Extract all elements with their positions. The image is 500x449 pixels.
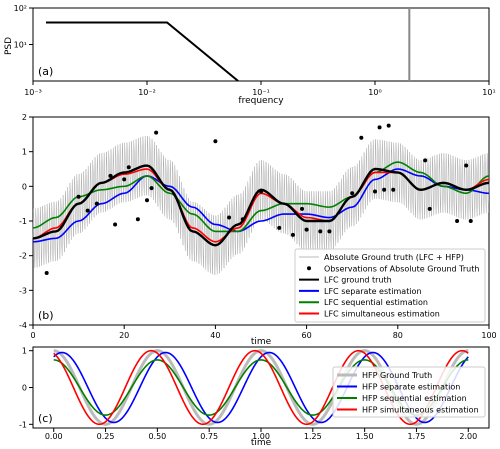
observation-point bbox=[350, 191, 355, 196]
observation-point bbox=[386, 123, 391, 128]
panel-b-ytick-label: 0 bbox=[22, 182, 27, 191]
panel-b-ytick-label: -3 bbox=[19, 286, 27, 295]
panel-b-xlabel: time bbox=[251, 337, 272, 347]
observation-point bbox=[359, 135, 364, 140]
panel-a-label: (a) bbox=[38, 65, 53, 78]
panel-a-xtick-label: 10⁰ bbox=[368, 88, 381, 97]
observation-point bbox=[377, 125, 382, 130]
observation-point bbox=[145, 198, 149, 203]
panel-a-series-line bbox=[45, 21, 239, 82]
observation-point bbox=[427, 206, 432, 211]
legend-label: Observations of Absolute Ground Truth bbox=[324, 264, 479, 273]
observation-point bbox=[382, 187, 387, 192]
observation-point bbox=[373, 189, 377, 194]
panel-c-xtick-label: 0.50 bbox=[148, 432, 166, 441]
legend-label: LFC simultaneous estimation bbox=[324, 310, 440, 319]
observation-point bbox=[94, 201, 99, 206]
observation-point bbox=[318, 229, 323, 234]
panel-c-xtick-label: 0.25 bbox=[97, 432, 115, 441]
panel-b-xtick-label: 40 bbox=[210, 331, 220, 340]
panel-b-xtick-label: 60 bbox=[302, 331, 312, 340]
legend-label: HFP sequential estimation bbox=[362, 394, 467, 403]
legend-label: HFP simultaneous estimation bbox=[362, 406, 479, 415]
panel-c-xtick-label: 1.00 bbox=[252, 432, 270, 441]
observation-point bbox=[455, 219, 460, 223]
panel-c-label: (c) bbox=[38, 412, 53, 425]
legend-label: Absolute Ground truth (LFC + HFP) bbox=[324, 253, 464, 262]
lfc-estimate-line bbox=[32, 168, 490, 243]
observation-point bbox=[44, 271, 49, 275]
panel-c-ytick-label: -1 bbox=[19, 420, 27, 429]
legend-label: HFP Ground Truth bbox=[362, 371, 432, 380]
observation-point bbox=[113, 222, 118, 227]
observation-point bbox=[76, 194, 81, 199]
panel-c-xtick-label: 1.50 bbox=[356, 432, 374, 441]
observation-point bbox=[290, 232, 295, 237]
panel-a-ytick-label: 10² bbox=[14, 4, 27, 13]
panel-b-xtick-label: 80 bbox=[393, 331, 403, 340]
observation-point bbox=[126, 165, 131, 170]
panel-a-xtick-label: 10⁻¹ bbox=[252, 88, 270, 97]
panel-c-xtick-label: 0.75 bbox=[200, 432, 218, 441]
panel-a-xlabel: frequency bbox=[238, 96, 284, 106]
panel-a-xtick-label: 10⁻³ bbox=[24, 88, 42, 97]
panel-c-xtick-label: 1.75 bbox=[408, 432, 426, 441]
panel-c: 0.00 0.25 0.50 0.75 1.00 1.25 1.50 1.75 2.00 -1 0 1… bbox=[19, 346, 490, 448]
panel-b-label: (b) bbox=[38, 309, 54, 322]
observation-point bbox=[277, 225, 282, 230]
panel-b-ytick-label: 1 bbox=[22, 148, 27, 157]
legend-box bbox=[332, 366, 486, 418]
observation-point bbox=[423, 158, 428, 163]
panel-c-xtick-label: 0.00 bbox=[45, 432, 63, 441]
panel-a: 10⁻³ 10⁻² 10⁻¹ 10⁰ 10¹ 10¹ 10² (a) PSD frequen… bbox=[4, 4, 496, 106]
panel-a-xtick-label: 10¹ bbox=[482, 88, 495, 97]
observation-point bbox=[135, 217, 140, 222]
observation-point bbox=[122, 177, 127, 182]
legend-label: LFC sequential estimation bbox=[324, 298, 428, 307]
panel-a-ytick-label: 10¹ bbox=[14, 41, 27, 50]
observation-point bbox=[327, 229, 332, 234]
panel-b-legend: Absolute Ground truth (LFC + HFP) Observa… bbox=[294, 248, 486, 323]
legend-marker bbox=[307, 266, 311, 271]
panel-a-xtick-label: 10⁻² bbox=[138, 88, 156, 97]
observation-point bbox=[304, 227, 309, 232]
observation-point bbox=[464, 163, 469, 168]
panel-b-ytick-label: -4 bbox=[19, 321, 27, 330]
observation-point bbox=[227, 215, 232, 220]
observation-point bbox=[468, 219, 473, 223]
panel-c-ytick-label: 1 bbox=[22, 347, 27, 356]
legend-box bbox=[294, 248, 486, 323]
panel-c-xtick-label: 1.25 bbox=[304, 432, 322, 441]
panel-c-ytick-label: 0 bbox=[22, 384, 27, 393]
panel-b-ytick-label: -1 bbox=[19, 217, 27, 226]
legend-label: LFC ground truth bbox=[324, 276, 392, 285]
panel-b-ytick-label: -2 bbox=[19, 252, 27, 261]
observation-point bbox=[85, 208, 90, 213]
observation-point bbox=[149, 186, 154, 191]
panel-a-ylabel: PSD bbox=[4, 37, 14, 55]
observation-point bbox=[154, 130, 159, 135]
observation-point bbox=[259, 189, 263, 194]
panel-b-xtick-label: 100 bbox=[481, 331, 496, 340]
observation-point bbox=[300, 206, 305, 211]
legend-label: LFC separate estimation bbox=[324, 287, 422, 296]
panel-c-xtick-label: 2.00 bbox=[459, 432, 477, 441]
panel-c-xlabel: time bbox=[251, 438, 272, 448]
observation-point bbox=[391, 187, 396, 192]
panel-b-ytick-label: 2 bbox=[22, 113, 27, 122]
panel-c-legend: HFP Ground Truth HFP separate estimation H… bbox=[332, 366, 486, 418]
panel-a-frame bbox=[32, 7, 490, 82]
observation-point bbox=[240, 217, 245, 222]
legend-label: HFP separate estimation bbox=[362, 383, 460, 392]
observation-point bbox=[108, 173, 113, 178]
lfc-estimate-line bbox=[32, 161, 490, 233]
panel-b: 0 20 40 60 80 100 -4 -3 -2 -1 0 1 2 (b) time Absolut… bbox=[19, 113, 497, 347]
panel-b-xtick-label: 0 bbox=[30, 331, 35, 340]
panel-b-xtick-label: 20 bbox=[119, 331, 129, 340]
observation-point bbox=[213, 139, 218, 144]
